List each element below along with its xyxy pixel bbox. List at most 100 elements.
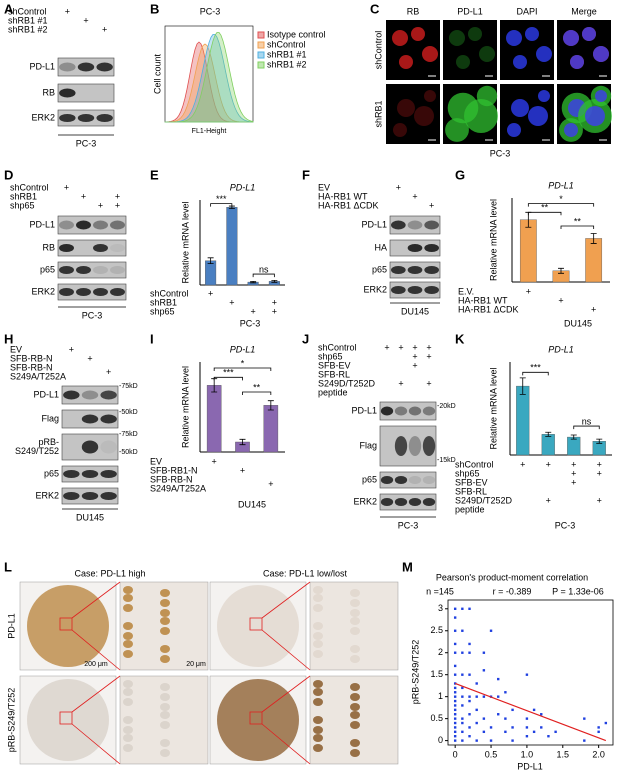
point: [497, 695, 500, 698]
blot-band: [96, 114, 113, 122]
condition-label: shControl: [318, 342, 357, 352]
blot-label: Flag: [41, 413, 59, 423]
nucleus: [123, 726, 133, 734]
point: [453, 642, 457, 646]
nucleus: [160, 599, 170, 607]
point: [468, 726, 471, 729]
cell-signal: [464, 99, 498, 133]
blot-label: ERK2: [35, 490, 59, 500]
nucleus: [350, 711, 360, 719]
significance-label: ***: [530, 363, 541, 373]
condition-sign: +: [412, 191, 417, 201]
blot-strip: [57, 215, 127, 235]
cell-signal: [399, 55, 413, 69]
point: [453, 673, 457, 676]
condition-sign: +: [212, 456, 217, 466]
point: [453, 691, 457, 694]
point: [468, 735, 471, 738]
condition-label: SFB-RB-N: [150, 474, 193, 484]
blot-band: [77, 114, 95, 122]
blot-band: [81, 470, 99, 478]
blot-band: [81, 414, 99, 424]
bar: [205, 260, 217, 286]
panel-letter: A: [4, 1, 14, 16]
point: [482, 730, 486, 734]
chart-title: PD-L1: [548, 344, 574, 354]
blot-label: p65: [372, 264, 387, 274]
point: [468, 695, 471, 698]
row-label: shControl: [373, 31, 383, 70]
cell-line: PC-3: [398, 520, 419, 530]
condition-label: peptide: [455, 504, 485, 514]
nucleus: [350, 693, 360, 701]
cell-signal: [422, 46, 438, 62]
error-bar: [267, 400, 274, 411]
cell-signal: [468, 27, 482, 41]
panel-letter: K: [455, 331, 465, 346]
point: [461, 695, 464, 698]
column-header: RB: [407, 6, 420, 16]
point: [453, 708, 457, 712]
nucleus: [123, 594, 133, 602]
nucleus: [313, 726, 323, 734]
cell-signal: [513, 55, 527, 69]
condition-label: shControl: [455, 459, 494, 469]
cell-signal: [536, 46, 552, 62]
point: [525, 726, 529, 729]
blot-band: [100, 440, 117, 454]
blot-band: [407, 286, 423, 294]
point: [468, 607, 471, 610]
condition-sign: +: [426, 378, 431, 388]
nucleus: [123, 744, 133, 752]
nucleus: [123, 586, 133, 594]
nucleus: [313, 632, 323, 640]
nucleus: [160, 683, 170, 691]
cell-signal: [414, 106, 434, 126]
nucleus: [160, 749, 170, 757]
nucleus: [160, 645, 170, 653]
condition-sign: +: [106, 367, 111, 377]
blot-label: pRB-: [38, 437, 59, 447]
nucleus: [313, 622, 323, 630]
blot-label: p65: [40, 264, 55, 274]
blot-band: [424, 244, 439, 252]
chart-title: PD-L1: [230, 182, 256, 192]
cell-signal: [411, 27, 425, 41]
panel-letter: F: [302, 167, 310, 182]
x-axis-label: FL1-Height: [192, 128, 227, 135]
condition-label: E.V.: [458, 286, 474, 296]
point: [453, 730, 457, 734]
point: [583, 739, 586, 742]
blot-label: PD-L1: [361, 219, 387, 229]
blot-band: [110, 266, 125, 274]
x-tick-label: 0: [453, 749, 458, 759]
row-label: PD-L1: [6, 613, 16, 639]
point: [525, 735, 529, 738]
blot-band: [424, 286, 439, 294]
error-bar: [519, 377, 526, 395]
point: [475, 739, 478, 742]
blot-band: [63, 470, 80, 478]
condition-label: shRB1 #2: [8, 24, 48, 34]
blot-band: [63, 492, 80, 500]
blot-strip: [57, 283, 127, 301]
condition-sign: +: [520, 459, 525, 469]
condition-label: SFB-RL: [318, 369, 350, 379]
point: [453, 699, 457, 703]
condition-sign: +: [250, 306, 255, 316]
chart-title: PD-L1: [548, 180, 574, 190]
cell-signal: [563, 30, 579, 46]
condition-sign: +: [102, 24, 107, 34]
condition-sign: +: [429, 200, 434, 210]
blot-band: [93, 266, 108, 274]
condition-sign: +: [268, 479, 273, 489]
y-axis-label: Relative mRNA level: [488, 199, 498, 281]
condition-sign: +: [272, 297, 277, 307]
condition-sign: +: [87, 353, 92, 363]
nucleus: [123, 640, 133, 648]
error-bar: [590, 233, 597, 244]
blot-band: [93, 244, 108, 252]
blot-strip: [379, 401, 437, 421]
zoom-box: [59, 711, 73, 725]
